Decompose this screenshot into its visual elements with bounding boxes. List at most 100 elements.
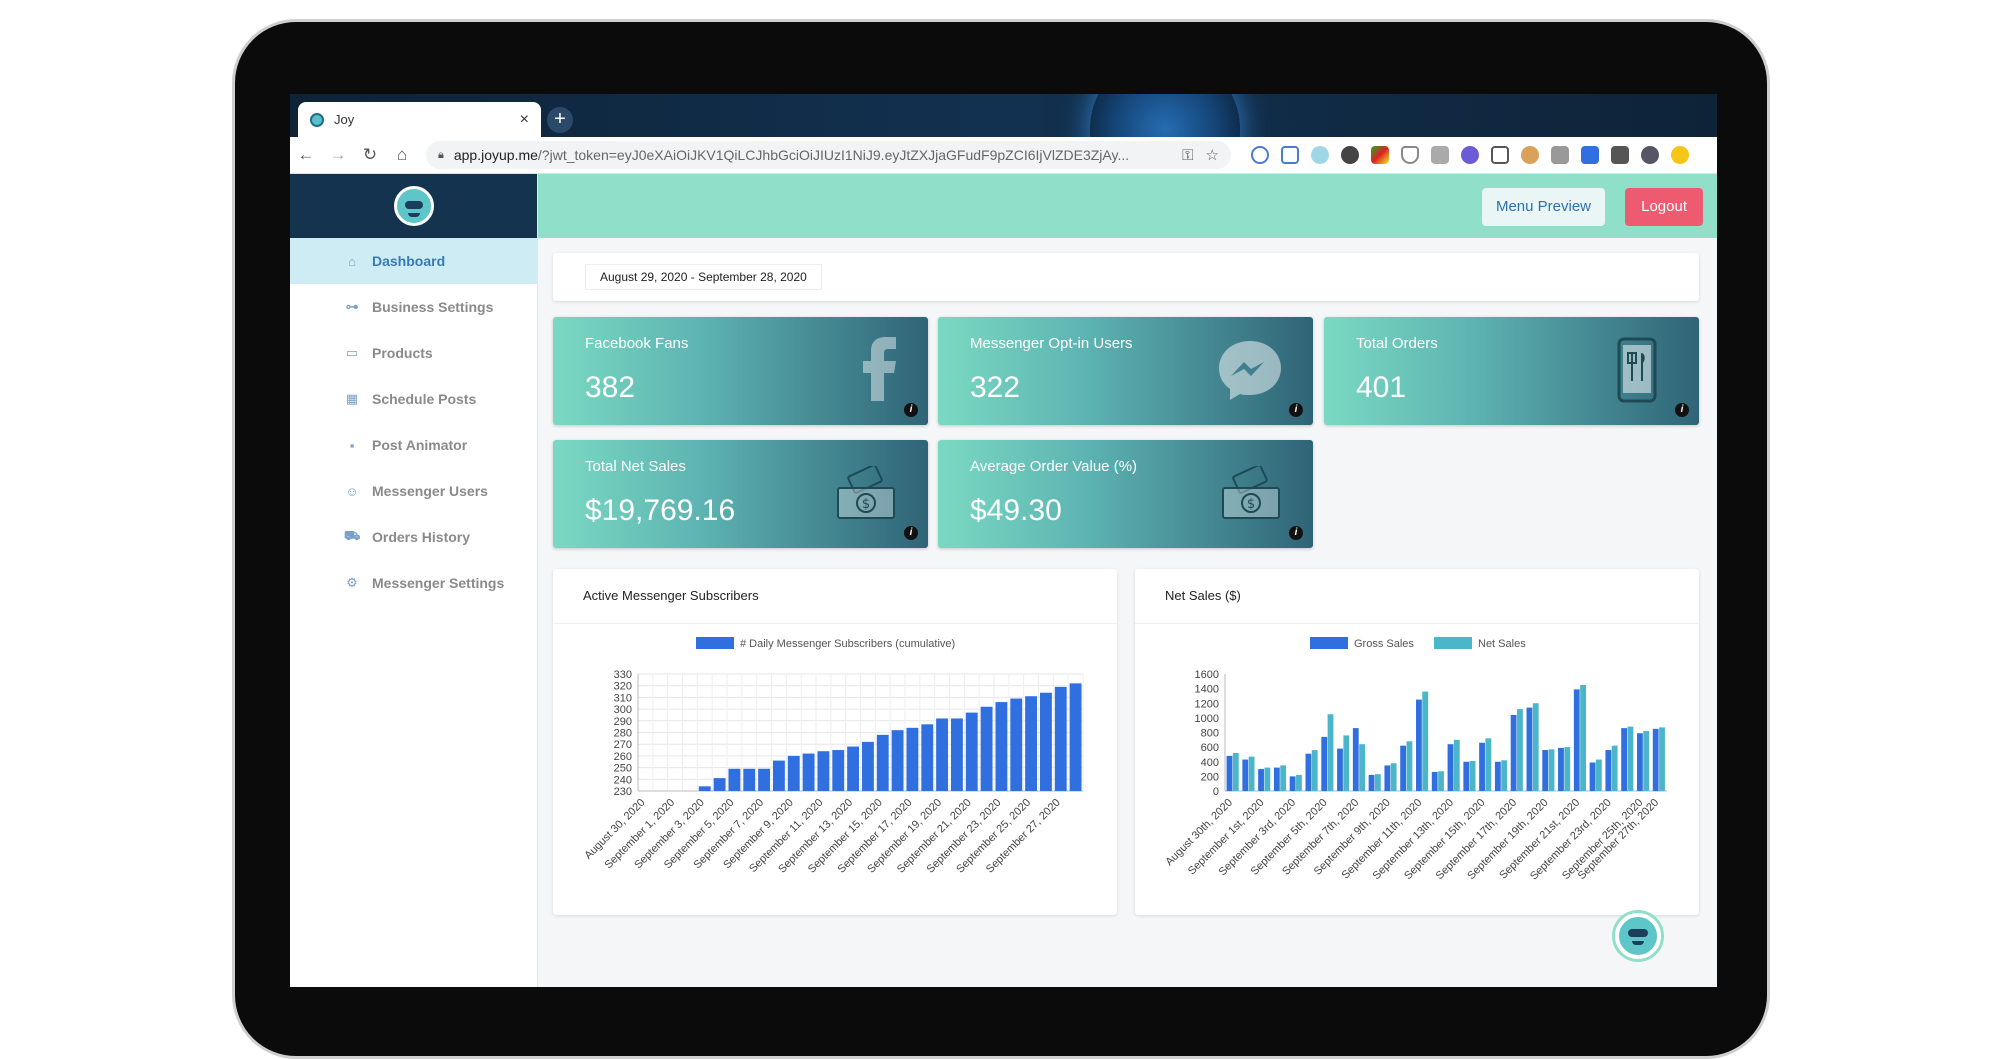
browser-toolbar: ← → ↻ ⌂ 🔒︎ app.joyup.me /?jwt_token=eyJ0… [290,137,1717,174]
browser-tab-strip: Joy × + [290,94,1717,137]
extension-pocket-icon[interactable] [1401,146,1419,164]
bar [728,768,741,791]
bar [1611,745,1618,791]
sidebar-item-messenger-users[interactable]: ☺ Messenger Users [290,468,537,514]
sidebar-item-post-animator[interactable]: ▪ Post Animator [290,422,537,468]
lock-icon: 🔒︎ [438,148,444,161]
sidebar-item-orders-history[interactable]: ⛟ Orders History [290,514,537,560]
chat-bot-button[interactable] [1615,913,1661,959]
logout-button[interactable]: Logout [1625,188,1703,226]
svg-text:$: $ [1247,497,1255,512]
sidebar-header [290,174,537,238]
favicon-icon [310,112,324,127]
extension-purple-icon[interactable] [1461,146,1479,164]
profile-avatar[interactable] [1641,146,1659,164]
main-content: August 29, 2020 - September 28, 2020 Fac… [538,238,1717,987]
bar [1069,683,1082,791]
bar [1526,707,1533,791]
bar [1605,750,1612,791]
y-tick-label: 310 [614,692,632,704]
calendar-icon: ▦ [345,391,359,406]
y-tick-label: 600 [1201,742,1219,754]
bar [1289,776,1296,791]
bar [1368,774,1375,791]
sidebar-item-label: Messenger Settings [372,575,505,591]
facebook-icon [863,337,896,401]
bar [1025,696,1038,791]
app-logo[interactable] [393,186,434,226]
bar [936,718,949,791]
reload-icon[interactable]: ↻ [362,145,378,164]
sidebar-item-dashboard[interactable]: ⌂ Dashboard [290,238,537,284]
legend-swatch [696,637,734,649]
bar [787,755,800,791]
y-tick-label: 1600 [1195,669,1219,681]
forward-icon[interactable]: → [329,145,347,164]
star-icon[interactable]: ☆ [1205,147,1219,164]
bar [1595,759,1602,791]
extension-download-icon[interactable] [1581,146,1599,164]
divider [1135,623,1699,624]
stat-card-total-orders: Total Orders 401 i [1324,317,1699,425]
extension-snowflake-icon[interactable] [1311,146,1329,164]
info-icon[interactable]: i [1289,526,1303,540]
home-button-icon[interactable]: ⌂ [396,145,408,164]
bar [1010,698,1023,791]
sidebar-item-schedule-posts[interactable]: ▦ Schedule Posts [290,376,537,422]
close-icon[interactable]: × [519,110,529,128]
gear-icon: ⚙ [346,575,358,590]
bar [1621,728,1628,791]
sidebar-item-label: Post Animator [372,437,468,453]
sidebar-item-label: Messenger Users [372,483,488,499]
stat-value: $19,769.16 [585,494,736,527]
bar [772,760,785,791]
globe-wallpaper [1090,94,1240,137]
extensions-puzzle-icon[interactable] [1611,146,1629,164]
bar [950,718,963,791]
extension-coin-icon[interactable] [1671,146,1689,164]
browser-tab[interactable]: Joy × [298,102,541,137]
stat-label: Total Net Sales [585,458,686,475]
chart-card-net-sales: Net Sales ($) Gross Sales Net Sales 1600 14… [1135,569,1699,915]
extension-clock-icon[interactable] [1251,146,1269,164]
bar [802,753,815,791]
stat-value: $49.30 [970,494,1062,527]
sidebar-item-products[interactable]: ▭ Products [290,330,537,376]
menu-preview-button[interactable]: Menu Preview [1481,188,1605,226]
bar [1226,755,1233,791]
sidebar-item-label: Schedule Posts [372,391,477,407]
back-icon[interactable]: ← [297,145,315,164]
y-tick-label: 330 [614,669,632,681]
sidebar-item-label: Orders History [372,529,471,545]
y-tick-label: 320 [614,681,632,693]
bar [1264,767,1271,791]
address-bar[interactable]: 🔒︎ app.joyup.me /?jwt_token=eyJ0eXAiOiJK… [426,141,1231,169]
extension-code-icon[interactable] [1551,146,1569,164]
key-icon[interactable]: ⚿ [1182,146,1194,164]
y-tick-label: 200 [1201,771,1219,783]
info-icon[interactable]: i [904,526,918,540]
extension-mail-icon[interactable] [1491,146,1509,164]
extension-dark-icon[interactable] [1341,146,1359,164]
extension-color-icon[interactable] [1371,146,1389,164]
bar [921,724,934,791]
bar [1542,750,1549,791]
y-tick-label: 260 [614,751,632,763]
legend-label: # Daily Messenger Subscribers (cumulativ… [740,638,955,650]
extension-cookie-icon[interactable] [1521,146,1539,164]
bar [1305,753,1312,791]
info-icon[interactable]: i [1675,403,1689,417]
sitemap-icon: ⊶ [345,299,359,314]
sidebar-item-label: Dashboard [372,253,446,269]
bar [1384,765,1391,791]
y-tick-label: 300 [614,704,632,716]
info-icon[interactable]: i [1289,403,1303,417]
date-range-picker[interactable]: August 29, 2020 - September 28, 2020 [585,264,822,290]
new-tab-button[interactable]: + [547,107,573,133]
info-icon[interactable]: i [904,403,918,417]
extension-notes-icon[interactable] [1281,146,1299,164]
sidebar-item-business-settings[interactable]: ⊶ Business Settings [290,284,537,330]
extension-grey-icon[interactable] [1431,146,1449,164]
bar [980,706,993,791]
sidebar-item-messenger-settings[interactable]: ⚙ Messenger Settings [290,560,537,606]
